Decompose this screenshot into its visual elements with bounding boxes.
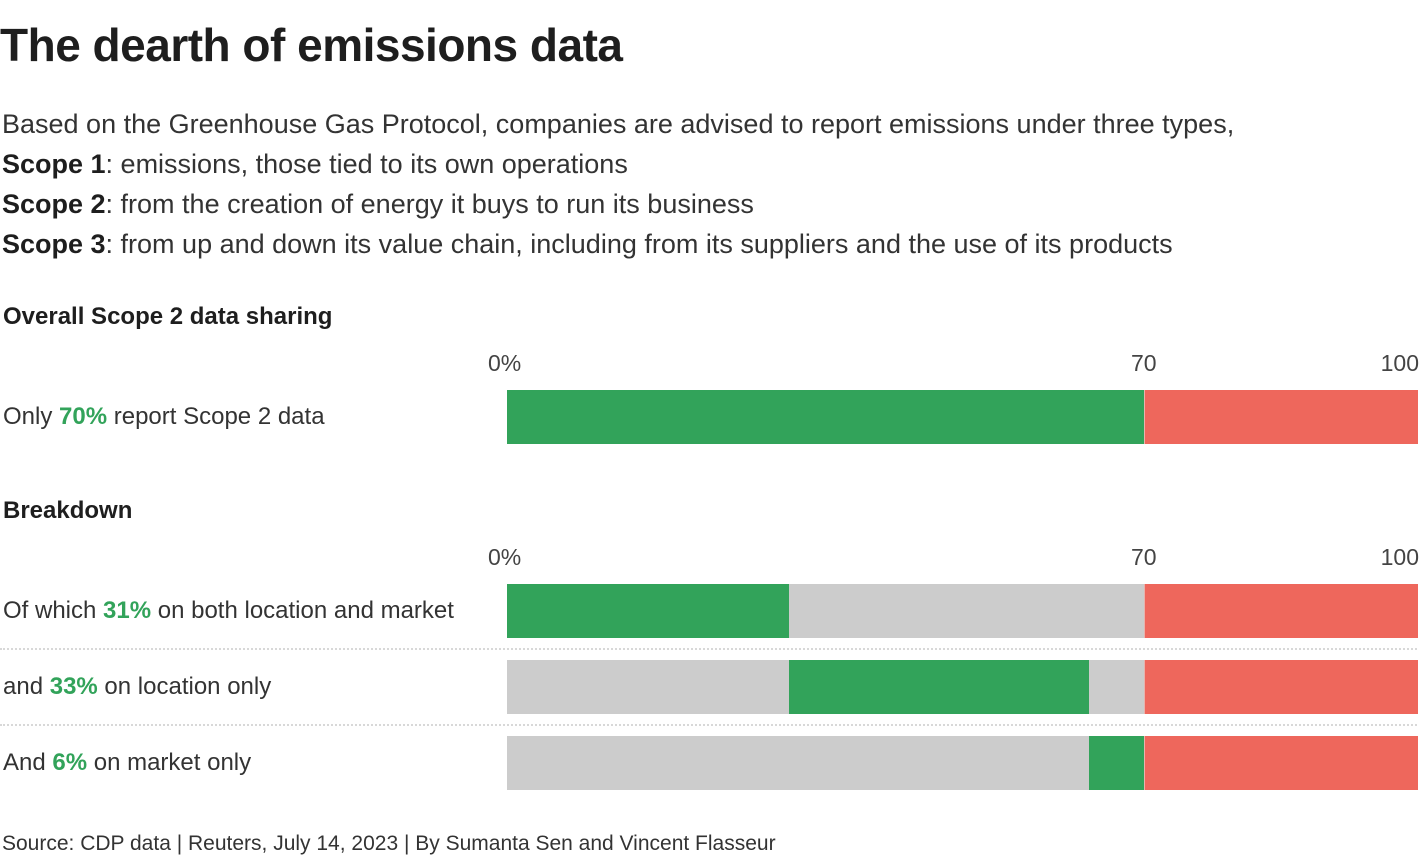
bar-segment-other-reporting: [507, 660, 790, 714]
row-divider: [0, 648, 1417, 650]
axis-tick-label: 0%: [488, 544, 522, 570]
scope-label: Scope 2: [2, 189, 106, 219]
row-divider: [0, 724, 1417, 726]
scope-label: Scope 1: [2, 149, 106, 179]
intro-text: Based on the Greenhouse Gas Protocol, co…: [2, 104, 1234, 264]
bar-segment-not-reported: [1144, 584, 1418, 638]
bar-segment-reported: [507, 390, 1144, 444]
row-label: Of which 31% on both location and market: [3, 584, 454, 638]
row-label: Only 70% report Scope 2 data: [3, 390, 325, 444]
axis-tick-label: 70: [1131, 544, 1157, 570]
scope-2-line: Scope 2: from the creation of energy it …: [2, 184, 1234, 224]
row-label-suffix: on market only: [87, 749, 252, 776]
row-label-percentage: 31%: [103, 597, 152, 624]
scope-1-line: Scope 1: emissions, those tied to its ow…: [2, 144, 1234, 184]
row-label-prefix: Of which: [3, 597, 104, 624]
stacked-bar: [507, 736, 1418, 790]
bar-segment-market-only: [1089, 736, 1144, 790]
overall-section-title: Overall Scope 2 data sharing: [3, 303, 333, 330]
intro-lead: Based on the Greenhouse Gas Protocol, co…: [2, 109, 1235, 139]
row-label-prefix: Only: [3, 403, 60, 430]
stacked-bar: [507, 390, 1418, 444]
scope-description: : from the creation of energy it buys to…: [105, 189, 754, 219]
bar-segment-other-reporting: [789, 584, 1144, 638]
axis-tick-label: 70: [1131, 350, 1157, 376]
source-note: Source: CDP data | Reuters, July 14, 202…: [2, 832, 776, 855]
bar-segment-other-reporting: [1089, 660, 1144, 714]
chart-title: The dearth of emissions data: [0, 19, 623, 71]
row-label: and 33% on location only: [3, 660, 271, 714]
axis-tick-label: 0%: [488, 350, 522, 376]
axis-tick-label: 100: [1380, 544, 1419, 570]
stacked-bar: [507, 584, 1418, 638]
row-label-prefix: and: [3, 673, 50, 700]
bar-segment-other-reporting: [507, 736, 1090, 790]
row-label-prefix: And: [3, 749, 53, 776]
bar-segment-not-reported: [1144, 660, 1418, 714]
stacked-bar: [507, 660, 1418, 714]
bar-segment-both-location-and-market: [507, 584, 790, 638]
row-label-suffix: on both location and market: [151, 597, 454, 624]
bar-segment-location-only: [789, 660, 1090, 714]
row-label: And 6% on market only: [3, 736, 251, 790]
row-label-percentage: 6%: [52, 749, 88, 776]
scope-3-line: Scope 3: from up and down its value chai…: [2, 224, 1234, 264]
bar-segment-not-reported: [1144, 390, 1418, 444]
scope-description: : from up and down its value chain, incl…: [105, 229, 1173, 259]
row-label-percentage: 33%: [49, 673, 98, 700]
axis-tick-label: 100: [1380, 350, 1419, 376]
row-label-suffix: report Scope 2 data: [107, 403, 325, 430]
row-label-suffix: on location only: [97, 673, 272, 700]
breakdown-section-title: Breakdown: [3, 497, 133, 524]
scope-label: Scope 3: [2, 229, 106, 259]
scope-description: : emissions, those tied to its own opera…: [105, 149, 628, 179]
row-label-percentage: 70%: [59, 403, 108, 430]
bar-segment-not-reported: [1144, 736, 1418, 790]
